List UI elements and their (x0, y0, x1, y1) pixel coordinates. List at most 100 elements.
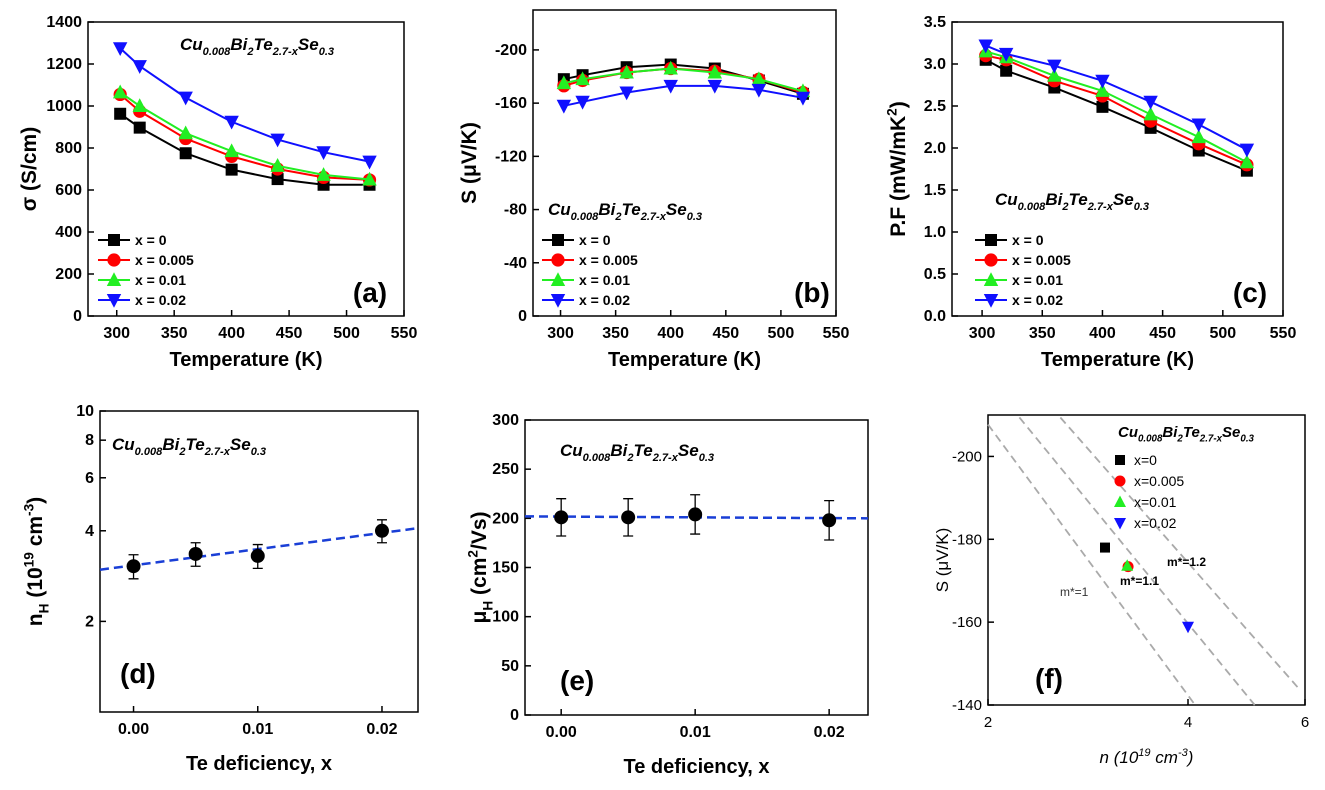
text-part: Cu (560, 441, 583, 460)
text-part: σ (S/cm) (18, 127, 41, 211)
y-tick-label: -160 (952, 614, 982, 631)
marker (707, 79, 722, 94)
x-tick-label: 0.00 (546, 724, 577, 741)
panel-label: (d) (120, 658, 156, 689)
legend-label: x = 0.01 (579, 272, 630, 288)
x-tick-label: 500 (768, 325, 795, 342)
marker (1114, 475, 1126, 487)
curve-label: m*=1.2 (1167, 555, 1206, 569)
x-tick-label: 550 (823, 325, 850, 342)
x-tick-label: 300 (103, 325, 130, 342)
text-part: S (μV/K) (458, 122, 481, 204)
y-tick-label: 200 (492, 510, 519, 527)
x-tick-label: 550 (1270, 325, 1297, 342)
text-part: μ (468, 611, 491, 624)
panel-label: (e) (560, 665, 594, 696)
text-part: Cu (1118, 424, 1138, 441)
x-tick-label: 550 (391, 325, 418, 342)
x-tick-label: 0.01 (242, 721, 273, 738)
y-tick-label: 4 (85, 523, 94, 540)
x-tick-label: 0.01 (680, 724, 711, 741)
legend-label: x=0.02 (1134, 515, 1177, 531)
text-part: 0.3 (699, 452, 715, 464)
guide-curve (987, 423, 1196, 706)
data-point (621, 510, 636, 525)
text-part: 0.008 (571, 211, 600, 223)
x-tick-label: 6 (1301, 714, 1309, 731)
marker (132, 60, 147, 74)
x-axis-label: Te deficiency, x (624, 756, 770, 778)
x-tick-label: 300 (547, 325, 574, 342)
marker (178, 125, 193, 140)
marker (112, 84, 128, 99)
legend-label: x=0.01 (1134, 494, 1177, 510)
formula: Cu0.008Bi2Te2.7-xSe0.3 (112, 435, 267, 458)
panel-label: (f) (1035, 663, 1063, 694)
text-part: 2 (246, 46, 254, 58)
formula: Cu0.008Bi2Te2.7-xSe0.3 (1118, 424, 1255, 445)
marker (619, 86, 634, 101)
text-part: 2 (614, 211, 622, 223)
text-part: 0.3 (319, 46, 335, 58)
x-tick-label: 2 (984, 714, 992, 731)
marker (556, 99, 572, 114)
marker (663, 79, 678, 94)
text-part: Cu (180, 35, 203, 54)
x-tick-label: 300 (969, 325, 996, 342)
marker (552, 234, 564, 246)
text-part: Se (230, 435, 251, 454)
y-axis-label: σ (S/cm) (18, 127, 41, 211)
y-tick-label: 3.5 (924, 14, 946, 31)
y-tick-label: -200 (495, 42, 527, 59)
marker (1121, 559, 1134, 571)
y-tick-label: -180 (952, 531, 982, 548)
y-tick-label: -140 (952, 697, 982, 714)
marker (112, 42, 128, 57)
formula: Cu0.008Bi2Te2.7-xSe0.3 (548, 200, 703, 223)
y-tick-label: 0 (510, 707, 519, 724)
y-tick-label: 100 (492, 609, 519, 626)
marker (983, 272, 999, 286)
y-tick-label: 6 (85, 470, 94, 487)
series-line (985, 54, 1248, 166)
series-line (985, 58, 1248, 172)
y-axis-label: μH (cm2/Vs) (466, 511, 496, 623)
y-tick-label: 50 (501, 658, 519, 675)
text-part: ) (1186, 748, 1194, 767)
y-tick-label: -80 (504, 202, 527, 219)
plot-frame (951, 21, 1284, 317)
x-tick-label: 350 (161, 325, 188, 342)
text-part: 2 (1061, 201, 1069, 213)
marker (575, 95, 590, 110)
marker (1239, 154, 1255, 169)
marker (132, 98, 147, 112)
text-part: Bi (230, 35, 248, 54)
y-tick-label: 0 (518, 308, 527, 325)
y-tick-label: 10 (76, 403, 94, 420)
text-part: -3 (22, 503, 37, 516)
data-point (126, 559, 141, 574)
marker (179, 147, 192, 160)
text-part: cm (24, 516, 47, 552)
text-part: Cu (548, 200, 571, 219)
y-tick-label: 1000 (46, 98, 82, 115)
marker (795, 91, 811, 106)
y-tick-label: 150 (492, 560, 519, 577)
marker (1191, 129, 1206, 144)
text-part: Se (1222, 424, 1240, 441)
text-part: (cm (468, 558, 491, 601)
text-part: n (24, 613, 47, 626)
y-tick-label: 2 (85, 613, 94, 630)
legend-label: x = 0.02 (1012, 292, 1063, 308)
y-axis-label: S (μV/K) (933, 528, 952, 593)
y-tick-label: 8 (85, 432, 94, 449)
marker (550, 272, 566, 286)
y-tick-label: 400 (55, 224, 82, 241)
marker (106, 294, 122, 308)
text-part: Bi (1045, 190, 1063, 209)
legend-label: x = 0.01 (135, 272, 186, 288)
y-tick-label: -200 (952, 448, 982, 465)
guide-curve (1018, 416, 1256, 706)
text-part: 0.008 (1138, 434, 1163, 445)
marker (1143, 106, 1158, 121)
